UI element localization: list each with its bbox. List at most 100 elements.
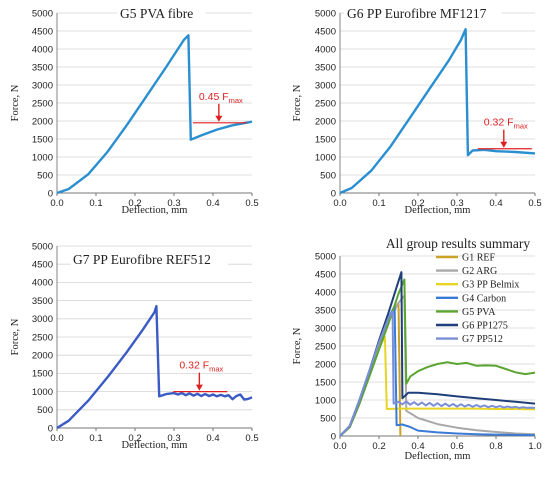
x-tick-label: 0.0 (50, 433, 63, 444)
y-tick-label: 1000 (32, 152, 53, 163)
y-tick-label: 1500 (315, 134, 336, 145)
y-tick-label: 2500 (315, 341, 336, 352)
y-tick-label: 2000 (315, 116, 336, 127)
x-tick-label: 0.2 (128, 198, 141, 209)
x-axis-label: Deflection, mm (405, 451, 471, 462)
y-tick-label: 1500 (32, 369, 53, 380)
y-axis-label: Force, N (292, 84, 303, 121)
y-tick-label: 2500 (32, 332, 53, 343)
y-tick-label: 2500 (32, 98, 53, 109)
annotation-subscript: max (514, 122, 528, 131)
x-tick-label: 0.2 (128, 433, 141, 444)
legend-label: G2 ARG (462, 266, 497, 277)
y-axis-label: Force, N (10, 84, 21, 121)
x-tick-label: 0.4 (411, 441, 424, 452)
y-tick-label: 1000 (315, 152, 336, 163)
annotation-arrow-head (215, 115, 223, 122)
x-tick-label: 0.3 (167, 198, 180, 209)
y-tick-label: 0 (331, 188, 336, 199)
y-tick-label: 1500 (315, 377, 336, 388)
y-tick-label: 4500 (315, 269, 336, 280)
y-tick-label: 4500 (315, 26, 336, 37)
y-tick-label: 2500 (315, 98, 336, 109)
x-tick-label: 0.5 (245, 433, 258, 444)
y-tick-label: 2000 (315, 359, 336, 370)
x-tick-label: 0.0 (333, 198, 346, 209)
y-axis-label: Force, N (10, 318, 21, 355)
chart-title: G7 PP Eurofibre REF512 (73, 252, 211, 267)
x-tick-label: 0.3 (450, 198, 463, 209)
chart-panel-1: 0 500 1000 1500 2000 2500 3000 3500 4000 4500 5000… (10, 5, 259, 216)
y-tick-label: 4500 (32, 26, 53, 37)
x-tick-label: 0.1 (89, 198, 102, 209)
y-tick-label: 3500 (32, 296, 53, 307)
x-tick-label: 0.1 (372, 198, 385, 209)
y-axis-label: Force, N (292, 327, 303, 364)
y-tick-label: 2000 (32, 351, 53, 362)
series-line-g7-pp512 (339, 310, 536, 437)
title-backdrop (344, 5, 502, 23)
series-line-g2-arg (339, 294, 536, 437)
legend-label: G6 PP1275 (462, 321, 508, 332)
series-line-g3-pp-belmix (339, 336, 536, 437)
annotation-label: 0.32 Fmax (484, 117, 528, 131)
y-tick-label: 4500 (32, 260, 53, 271)
y-tick-label: 3500 (315, 305, 336, 316)
annotation-label: 0.32 Fmax (179, 360, 223, 374)
annotation-arrow-head (500, 141, 508, 148)
chart-panel-2: 0 500 1000 1500 2000 2500 3000 3500 4000 4500 5000… (292, 5, 542, 216)
y-tick-label: 5000 (315, 8, 336, 19)
y-tick-label: 500 (37, 170, 53, 181)
legend-label: G3 PP Belmix (462, 280, 519, 291)
series-line-1 (56, 304, 253, 430)
x-tick-label: 0.3 (167, 433, 180, 444)
y-tick-label: 3500 (315, 62, 336, 73)
title-backdrop (70, 251, 228, 269)
y-tick-label: 0 (331, 431, 336, 442)
y-tick-label: 5000 (32, 241, 53, 252)
x-axis-label: Deflection, mm (405, 205, 471, 216)
x-tick-label: 0.2 (411, 198, 424, 209)
y-tick-label: 500 (320, 170, 336, 181)
y-tick-label: 3000 (315, 323, 336, 334)
chart-panel-4: 0 500 1000 1500 2000 2500 3000 3500 4000 4500 5000… (292, 236, 542, 462)
x-tick-label: 0.0 (333, 441, 346, 452)
x-tick-label: 0.1 (89, 433, 102, 444)
x-tick-label: 0.8 (489, 441, 502, 452)
series-line-g5-pva (339, 278, 536, 437)
title-backdrop (117, 5, 206, 23)
annotation-subscript: max (229, 96, 243, 105)
y-tick-label: 4000 (32, 278, 53, 289)
x-tick-label: 0.2 (372, 441, 385, 452)
y-tick-label: 500 (320, 413, 336, 424)
y-tick-label: 4000 (32, 44, 53, 55)
legend-label: G7 PP512 (462, 334, 503, 345)
annotation-label: 0.45 Fmax (199, 91, 243, 105)
x-tick-label: 0.4 (489, 198, 502, 209)
legend-label: G5 PVA (462, 307, 496, 318)
x-tick-label: 0.4 (206, 433, 219, 444)
x-tick-label: 0.5 (245, 198, 258, 209)
y-tick-label: 500 (37, 405, 53, 416)
legend-label: G4 Carbon (462, 293, 506, 304)
x-axis-label: Deflection, mm (122, 440, 188, 451)
y-tick-label: 0 (48, 188, 53, 199)
legend-label: G1 REF (462, 253, 496, 264)
y-tick-label: 5000 (315, 251, 336, 262)
y-tick-label: 3000 (32, 314, 53, 325)
y-tick-label: 0 (48, 423, 53, 434)
x-tick-label: 1.0 (528, 441, 541, 452)
y-tick-label: 4000 (315, 287, 336, 298)
y-tick-label: 4000 (315, 44, 336, 55)
x-tick-label: 0.4 (206, 198, 219, 209)
chart-panel-3: 0 500 1000 1500 2000 2500 3000 3500 4000 4500 5000… (10, 241, 259, 451)
x-tick-label: 0.6 (450, 441, 463, 452)
chart-title: G6 PP Eurofibre MF1217 (347, 6, 487, 21)
y-tick-label: 3500 (32, 62, 53, 73)
series-line-1 (56, 34, 253, 195)
y-tick-label: 2000 (32, 116, 53, 127)
x-tick-label: 0.0 (50, 198, 63, 209)
chart-title: G5 PVA fibre (120, 6, 193, 21)
y-tick-label: 5000 (32, 8, 53, 19)
